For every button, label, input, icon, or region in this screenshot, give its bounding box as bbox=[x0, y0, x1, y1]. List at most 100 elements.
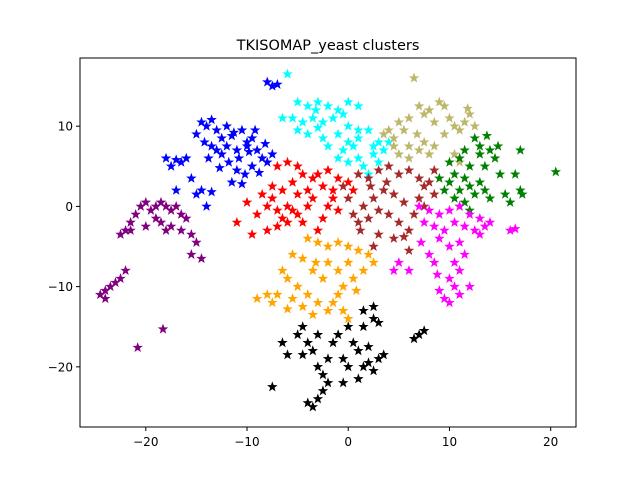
data-point bbox=[322, 353, 334, 364]
data-point bbox=[282, 68, 293, 79]
data-point bbox=[368, 313, 379, 324]
data-point bbox=[272, 78, 283, 89]
data-point bbox=[449, 192, 460, 203]
data-point bbox=[454, 184, 465, 195]
data-point bbox=[292, 96, 303, 107]
data-point bbox=[403, 140, 415, 151]
data-point bbox=[337, 180, 349, 191]
data-point bbox=[140, 196, 152, 207]
data-point bbox=[312, 361, 324, 372]
data-point bbox=[277, 212, 288, 223]
data-point bbox=[424, 204, 435, 215]
data-point bbox=[226, 176, 238, 187]
data-point bbox=[317, 212, 329, 223]
data-point bbox=[504, 196, 516, 207]
data-point bbox=[337, 377, 349, 388]
data-point bbox=[196, 253, 207, 263]
data-point bbox=[363, 341, 374, 352]
data-point bbox=[444, 112, 455, 123]
data-point bbox=[322, 100, 334, 111]
data-point bbox=[231, 164, 243, 175]
data-point bbox=[499, 188, 511, 199]
data-point bbox=[203, 152, 214, 163]
data-point bbox=[282, 303, 293, 314]
data-point bbox=[413, 172, 425, 183]
data-point bbox=[302, 184, 313, 195]
data-point bbox=[282, 200, 293, 211]
data-point bbox=[353, 216, 364, 227]
data-point bbox=[170, 184, 182, 195]
series-8 bbox=[251, 233, 379, 324]
data-point bbox=[181, 152, 192, 163]
data-point bbox=[191, 237, 202, 247]
data-point bbox=[253, 167, 265, 178]
data-point bbox=[368, 301, 379, 312]
data-point bbox=[251, 144, 263, 155]
data-point bbox=[479, 184, 491, 195]
data-point bbox=[429, 140, 440, 151]
data-point bbox=[353, 168, 364, 179]
data-point bbox=[363, 124, 374, 135]
data-point bbox=[363, 212, 374, 223]
data-point bbox=[297, 116, 308, 127]
data-point bbox=[373, 204, 384, 215]
data-point bbox=[398, 196, 410, 207]
data-point bbox=[429, 188, 440, 199]
x-tick-label: 10 bbox=[442, 435, 457, 449]
data-point bbox=[408, 208, 420, 219]
data-point bbox=[297, 321, 308, 332]
data-point bbox=[439, 128, 450, 139]
data-point bbox=[231, 216, 243, 227]
data-point bbox=[459, 144, 470, 155]
data-point bbox=[277, 112, 288, 123]
data-point bbox=[206, 140, 217, 151]
data-point bbox=[186, 249, 197, 259]
data-point bbox=[454, 200, 465, 211]
data-point bbox=[492, 140, 504, 151]
data-point bbox=[337, 305, 349, 316]
data-point bbox=[292, 329, 303, 340]
data-point bbox=[444, 156, 455, 167]
y-tick-label: −20 bbox=[48, 360, 73, 374]
series-2 bbox=[378, 72, 480, 167]
data-point bbox=[176, 208, 187, 219]
data-point bbox=[322, 200, 334, 211]
data-point bbox=[403, 152, 415, 163]
chart-title: TKISOMAP_yeast clusters bbox=[236, 38, 420, 54]
data-point bbox=[393, 168, 405, 179]
data-point bbox=[439, 184, 450, 195]
data-point bbox=[388, 188, 400, 199]
data-point bbox=[287, 112, 298, 123]
data-point bbox=[155, 196, 167, 207]
data-point bbox=[449, 120, 460, 131]
data-point bbox=[449, 281, 460, 292]
data-point bbox=[413, 200, 425, 211]
data-point bbox=[353, 132, 364, 143]
data-point bbox=[312, 393, 324, 404]
data-point bbox=[489, 152, 501, 163]
data-point bbox=[327, 184, 339, 195]
data-point bbox=[418, 325, 430, 336]
data-point bbox=[439, 100, 450, 111]
data-point bbox=[459, 220, 470, 231]
data-point bbox=[201, 120, 212, 131]
data-point bbox=[474, 148, 486, 159]
data-point bbox=[327, 297, 339, 308]
data-point bbox=[424, 148, 435, 159]
data-point bbox=[287, 176, 298, 187]
data-point bbox=[199, 136, 210, 147]
data-point bbox=[176, 156, 187, 167]
data-point bbox=[343, 96, 354, 107]
data-point bbox=[517, 188, 528, 199]
data-point bbox=[378, 184, 389, 195]
data-point bbox=[302, 128, 313, 139]
data-point bbox=[312, 329, 324, 340]
data-point bbox=[373, 136, 384, 147]
data-point bbox=[469, 132, 480, 143]
y-axis: 10 0 −10 −20 bbox=[48, 120, 80, 374]
series-1 bbox=[277, 68, 394, 179]
data-point bbox=[464, 180, 475, 191]
data-point bbox=[444, 241, 455, 251]
data-point bbox=[243, 146, 255, 157]
data-point bbox=[231, 144, 243, 155]
